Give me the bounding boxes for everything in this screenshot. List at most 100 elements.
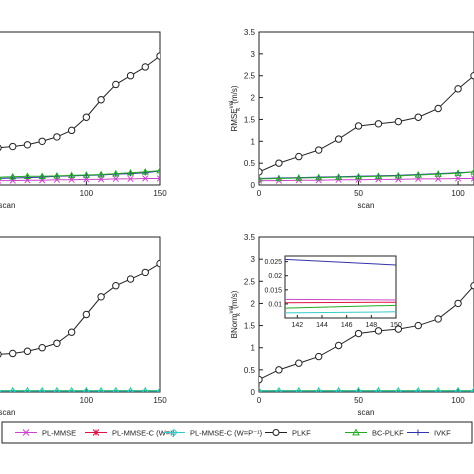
data-point-bc-plkf (414, 171, 422, 178)
y-tick-label: 2.5 (244, 72, 256, 81)
y-tick-label: 1 (251, 344, 256, 353)
inset-series-line-pl-mmse-c-w-p (284, 311, 397, 314)
data-point-bc-plkf (23, 172, 32, 179)
data-point-plkf (156, 52, 160, 60)
y-tick-label: 1.5 (244, 322, 256, 331)
data-point-bc-plkf (82, 171, 91, 178)
data-point-plkf (434, 104, 442, 113)
inset-x-tick-label: 146 (341, 322, 353, 329)
data-point-pl-mmse-c-w-p (38, 387, 46, 392)
data-point-plkf (394, 325, 403, 333)
series-line-pl-mmse (259, 177, 474, 182)
legend-label: PL-MMSE (42, 429, 76, 438)
x-tick-label: 50 (354, 396, 363, 405)
data-point-plkf (9, 349, 17, 358)
legend-label: PL-MMSE-C (W=P⁻¹) (190, 429, 263, 438)
y-tick-label: 0.5 (244, 366, 256, 375)
data-point-bc-plkf (394, 171, 403, 179)
data-point-plkf (38, 344, 46, 352)
inset-x-tick-label: 142 (291, 322, 303, 329)
x-tick-label: 100 (80, 396, 94, 405)
legend-entry-pl-mmse-c-w-i: PL-MMSE-C (W=I) (85, 429, 175, 438)
inset-x-tick-label: 150 (390, 322, 402, 329)
data-point-plkf (38, 137, 46, 145)
data-point-bc-plkf (454, 169, 462, 176)
legend-box (1, 421, 473, 444)
y-axis-label: RMSEvelk(m/s) (229, 85, 242, 131)
legend-label: PL-MMSE-C (W=I) (112, 429, 175, 438)
x-tick-label: 0 (257, 396, 262, 405)
data-point-bc-plkf (97, 170, 105, 178)
data-point-plkf (23, 347, 32, 355)
y-tick-label: 0 (251, 181, 256, 190)
data-point-plkf (82, 310, 91, 319)
data-point-plkf (334, 135, 343, 143)
data-point-plkf (0, 351, 2, 358)
data-point-bc-plkf (141, 168, 149, 175)
data-point-plkf (354, 122, 363, 130)
data-point-plkf (275, 159, 283, 167)
data-point-plkf (67, 328, 76, 336)
data-point-plkf (354, 329, 363, 338)
y-tick-label: 0.5 (244, 159, 256, 168)
series-line-plkf (259, 75, 474, 173)
inset-series-line-bc-plkf (284, 304, 397, 309)
data-point-plkf (9, 142, 17, 151)
inset-y-tick-label: 0.015 (264, 287, 282, 294)
inset-series-line-pl-mmse-c-w-i (284, 301, 397, 304)
x-tick-label: 100 (451, 396, 465, 405)
data-point-plkf (414, 321, 422, 330)
data-point-pl-mmse-c-w-p (9, 387, 17, 392)
legend-entry-plkf: PLKF (265, 429, 311, 438)
legend-label: BC-PLKF (372, 429, 404, 438)
chart-panel-1: 100 150 scan (0, 31, 167, 210)
data-point-pl-mmse (435, 175, 442, 183)
data-point-bc-plkf (295, 174, 303, 181)
data-point-pl-mmse (454, 175, 462, 182)
data-point-plkf (0, 144, 2, 151)
legend-marker (92, 429, 100, 436)
data-point-plkf (259, 375, 263, 384)
axes-frame (0, 31, 161, 186)
data-point-plkf (82, 113, 91, 121)
inset-y-tick-label: 0.02 (268, 273, 282, 280)
data-point-pl-mmse-c-w-p (156, 387, 160, 392)
data-point-pl-mmse-c-w-p (295, 387, 303, 392)
legend-marker (272, 429, 280, 436)
series-group (0, 259, 160, 392)
x-axis-label: scan (0, 201, 15, 210)
data-point-plkf (295, 359, 303, 367)
data-point-plkf (454, 299, 462, 308)
legend-entry-pl-mmse: PL-MMSE (15, 429, 76, 438)
x-axis-label: scan (358, 408, 375, 417)
series-group (0, 52, 160, 184)
legend-entry-pl-mmse-c-w-p: PL-MMSE-C (W=P⁻¹) (163, 429, 263, 438)
legend-marker (22, 429, 30, 436)
legend: PL-MMSE PL-MMSE-C (W=I) PL-MMSE-C (W=P⁻¹) P… (1, 421, 473, 444)
data-point-plkf (53, 339, 61, 347)
data-point-plkf (53, 133, 61, 141)
data-point-plkf (374, 120, 383, 128)
y-tick-label: 3 (251, 50, 256, 59)
data-point-bc-plkf (259, 175, 263, 182)
data-point-bc-plkf (275, 174, 283, 182)
series-line-ivkf (259, 171, 474, 179)
series-line-bc-plkf (259, 171, 474, 180)
inset-x-tick-label: 144 (316, 322, 328, 329)
series-line-plkf (0, 263, 160, 355)
data-point-plkf (126, 72, 135, 80)
inset-y-tick-label: 0.01 (268, 301, 282, 308)
data-point-pl-mmse-c-w-p (315, 387, 323, 392)
inset-plot: 142 144 146 148 150 0.01 0.015 0.02 0.025 (264, 255, 402, 329)
y-tick-label: 2.5 (244, 277, 256, 286)
data-point-pl-mmse-c-w-p (434, 387, 442, 392)
chart-panel-4: 0 50 100 0 0.5 1 1.5 2 2.5 3 3.5 scan BNormvelk(m/s)… (229, 233, 474, 417)
x-tick-label: 50 (354, 189, 363, 198)
data-point-plkf (67, 126, 76, 135)
y-tick-label: 1 (251, 137, 256, 146)
data-point-bc-plkf (434, 170, 442, 177)
chart-panel-2: 0 50 100 0 0.5 1 1.5 2 2.5 3 3.5 scan RMSEvelk(m/s) (229, 28, 474, 210)
data-point-bc-plkf (156, 166, 160, 174)
x-tick-label: 0 (257, 189, 262, 198)
